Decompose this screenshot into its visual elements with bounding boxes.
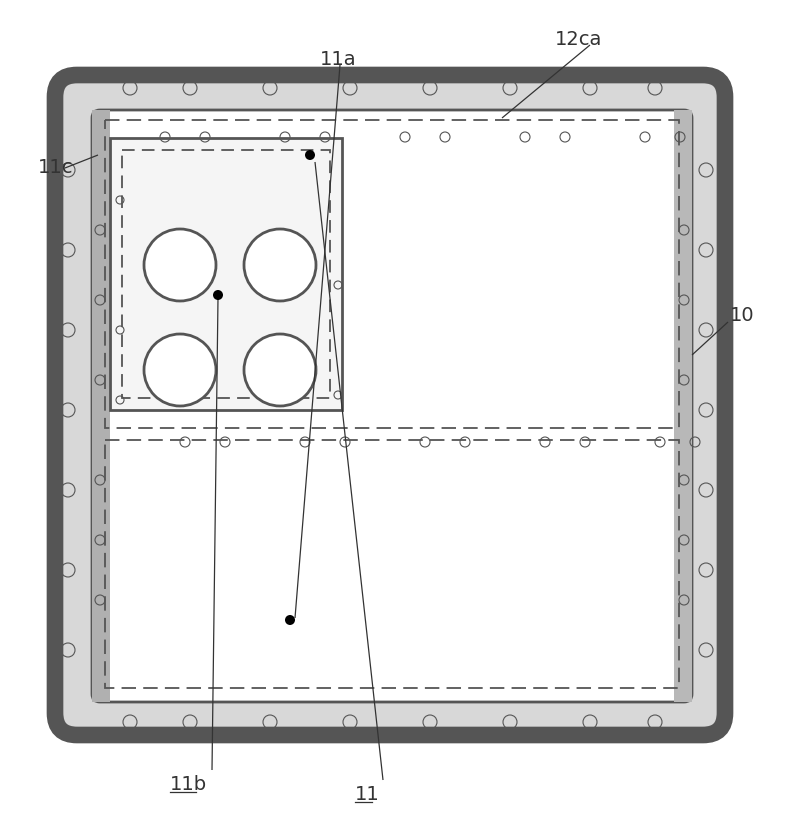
- Circle shape: [244, 334, 316, 406]
- Text: 12ca: 12ca: [555, 30, 603, 49]
- Bar: [674, 110, 692, 702]
- Bar: [92, 110, 110, 702]
- Text: 11c: 11c: [38, 158, 74, 177]
- Circle shape: [305, 150, 315, 160]
- Bar: [105, 120, 679, 428]
- Text: 11a: 11a: [320, 50, 357, 69]
- Circle shape: [144, 229, 216, 301]
- Circle shape: [244, 229, 316, 301]
- Text: 11b: 11b: [170, 775, 207, 794]
- Bar: [105, 440, 679, 688]
- FancyBboxPatch shape: [92, 110, 692, 702]
- FancyBboxPatch shape: [55, 75, 725, 735]
- Bar: [110, 138, 342, 410]
- Circle shape: [213, 290, 223, 300]
- Bar: [122, 150, 330, 398]
- Circle shape: [144, 334, 216, 406]
- Text: 11: 11: [355, 785, 380, 804]
- Circle shape: [285, 615, 295, 625]
- Text: 10: 10: [730, 306, 754, 325]
